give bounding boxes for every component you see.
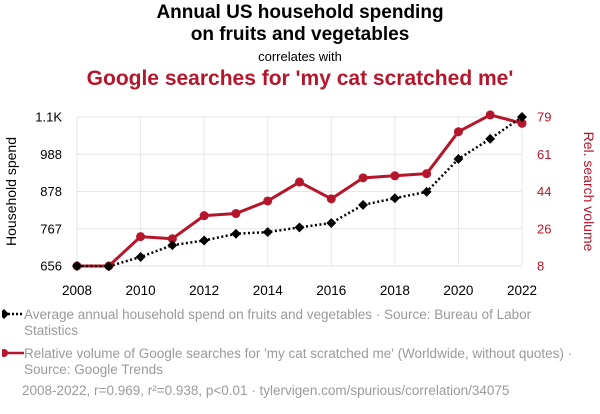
series1-point — [389, 193, 400, 204]
series2-point — [231, 209, 241, 219]
y-left-tick-label: 1.1K — [35, 110, 62, 125]
y-right-tick-label: 61 — [537, 147, 551, 162]
series1-point — [326, 218, 337, 228]
y-right-tick-label: 79 — [537, 110, 551, 125]
legend-marker-series2 — [2, 349, 24, 357]
series2-point — [326, 194, 336, 204]
y-left-tick-label: 988 — [40, 147, 62, 162]
series1-point — [358, 199, 369, 210]
series2-point — [199, 211, 209, 221]
series1-point — [135, 251, 146, 262]
x-tick-label: 2016 — [316, 283, 346, 298]
series1-point — [199, 235, 210, 246]
legend-item-series1: Average annual household spend on fruits… — [2, 307, 588, 339]
series1-point — [485, 133, 496, 144]
x-tick-label: 2008 — [62, 283, 92, 298]
legend-marker-series1 — [2, 309, 24, 319]
chart-title-second: Google searches for 'my cat scratched me… — [86, 67, 514, 90]
chart-title-line2: on fruits and vegetables — [190, 24, 410, 45]
y-left-tick-label: 656 — [40, 259, 62, 274]
series1-point — [421, 186, 432, 197]
x-tick-label: 2014 — [253, 283, 284, 298]
y-right-tick-label: 44 — [537, 184, 551, 199]
y-left-axis-label: Household spend — [3, 137, 19, 246]
series1-point — [453, 153, 464, 164]
y-left-tick-label: 767 — [40, 221, 62, 236]
series1-point — [262, 227, 273, 238]
x-tick-label: 2022 — [507, 283, 537, 298]
series2-point — [422, 169, 432, 179]
series2-point — [485, 110, 495, 120]
series2-point — [295, 177, 304, 187]
series1-point — [294, 222, 305, 233]
chart-footer: 2008-2022, r=0.969, r²=0.938, p<0.01 · t… — [22, 383, 510, 398]
chart-title-line1: Annual US household spending — [156, 2, 444, 23]
y-right-tick-label: 26 — [537, 221, 551, 236]
line-chart: 656 8 767 26 878 44 988 61 1.1K 79 2008 2010 2012 201… — [3, 110, 597, 299]
series2-point — [390, 171, 400, 181]
chart-subtitle: correlates with — [258, 49, 342, 64]
x-tick-label: 2010 — [126, 283, 156, 298]
series2-point — [263, 196, 273, 206]
series2-point — [136, 232, 146, 242]
legend-label-series2: Relative volume of Google searches for '… — [24, 346, 573, 377]
series2-point — [517, 118, 527, 128]
series1-point — [517, 112, 527, 122]
y-left-tick-label: 878 — [40, 184, 62, 199]
series2-point — [358, 173, 368, 183]
legend-item-series2: Relative volume of Google searches for '… — [2, 346, 588, 378]
series2-point — [453, 127, 463, 137]
series1-point — [72, 261, 82, 271]
x-tick-label: 2012 — [189, 283, 219, 298]
y-right-tick-label: 8 — [537, 259, 544, 274]
series2-line — [77, 113, 523, 268]
y-right-axis-label: Rel. search volume — [581, 132, 597, 252]
x-tick-label: 2020 — [443, 283, 473, 298]
series2-point — [167, 234, 177, 244]
series1-point — [167, 240, 178, 251]
series1-point — [230, 228, 241, 239]
legend-label-series1: Average annual household spend on fruits… — [24, 307, 532, 338]
x-tick-label: 2018 — [380, 283, 410, 298]
